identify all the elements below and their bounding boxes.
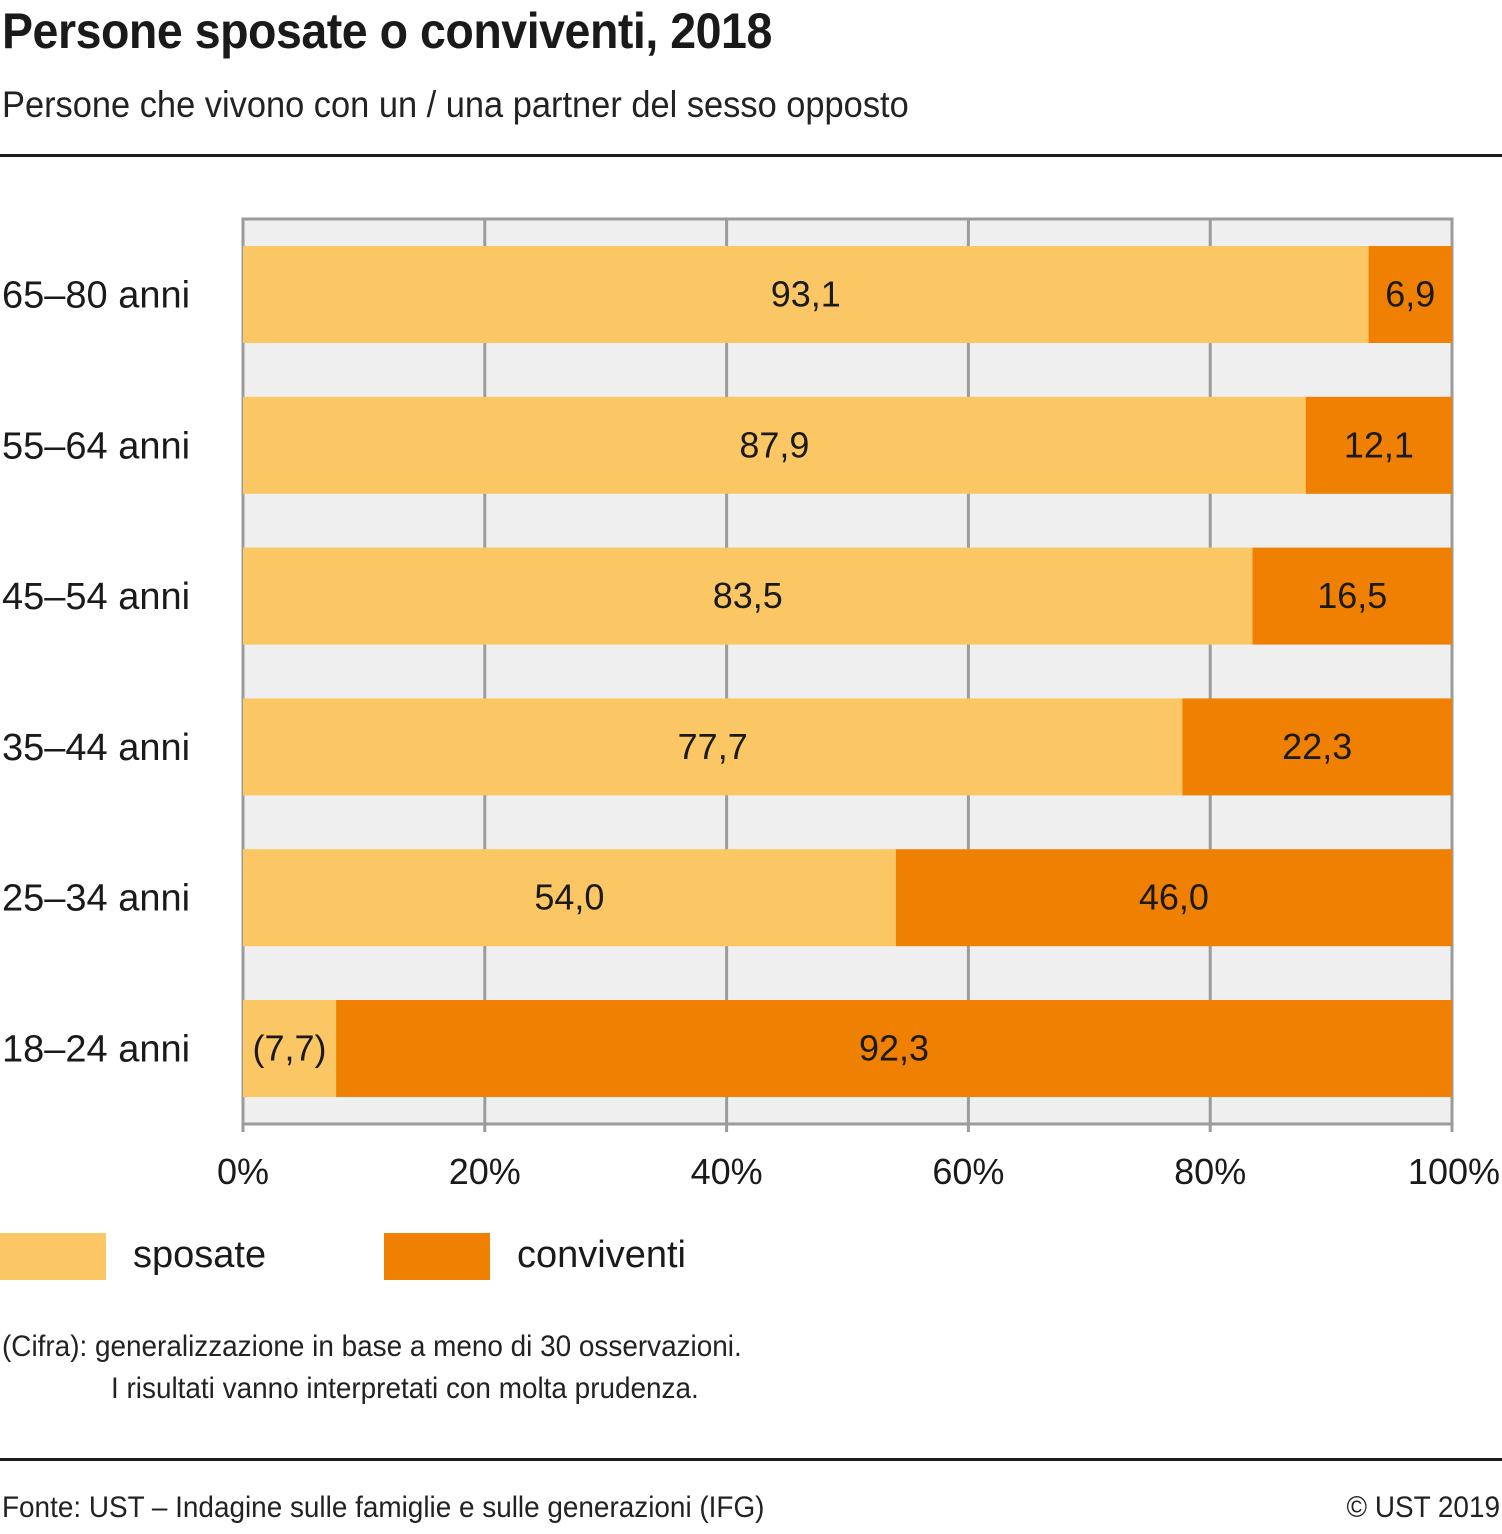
bar-sposate-5: [243, 849, 896, 947]
plot-background: [243, 219, 1452, 1124]
data-label-conviventi-1: 6,9: [1385, 274, 1435, 315]
data-label-conviventi-3: 16,5: [1317, 575, 1387, 616]
chart-title: Persone sposate o conviventi, 2018: [2, 3, 772, 59]
bar-conviventi-6: [336, 1000, 1452, 1097]
stacked-bar-chart: 93,1 6,9 65–80 anni 87,9 12,1 55–64 anni 83,5 1…: [2, 217, 1500, 1192]
x-tick-label-100: 100%: [1408, 1151, 1500, 1192]
x-tick-label-40: 40%: [691, 1151, 763, 1192]
category-label-1: 65–80 anni: [2, 275, 190, 317]
legend-label-conviventi: conviventi: [517, 1234, 686, 1276]
x-tick-label-0: 0%: [217, 1151, 269, 1192]
bar-sposate-1: [243, 246, 1369, 343]
category-label-5: 25–34 anni: [2, 878, 190, 920]
category-label-3: 45–54 anni: [2, 576, 190, 618]
data-label-sposate-3: 83,5: [713, 575, 783, 616]
data-label-conviventi-6: 92,3: [859, 1028, 929, 1069]
chart-subtitle: Persone che vivono con un / una partner …: [2, 84, 909, 125]
footnote-line-1: (Cifra): generalizzazione in base a meno…: [2, 1330, 742, 1363]
legend-label-sposate: sposate: [133, 1234, 267, 1276]
bar-conviventi-3: [1252, 547, 1452, 645]
bar-conviventi-4: [1182, 698, 1452, 796]
category-label-6: 18–24 anni: [2, 1029, 190, 1071]
data-label-conviventi-5: 46,0: [1139, 877, 1209, 918]
data-label-sposate-4: 77,7: [678, 726, 748, 767]
data-label-sposate-1: 93,1: [771, 274, 841, 315]
category-label-2: 55–64 anni: [2, 425, 190, 467]
header-divider: [0, 154, 1502, 157]
x-tick-label-60: 60%: [932, 1151, 1004, 1192]
bar-conviventi-1: [1368, 246, 1452, 343]
footnote-line-2: I risultati vanno interpretati con molta…: [111, 1372, 699, 1405]
legend-swatch-sposate: [0, 1233, 106, 1280]
legend-swatch-conviventi: [384, 1233, 490, 1280]
bar-sposate-3: [243, 547, 1253, 645]
bar-sposate-4: [243, 698, 1183, 796]
source-text: Fonte: UST – Indagine sulle famiglie e s…: [2, 1491, 765, 1524]
data-label-conviventi-2: 12,1: [1344, 424, 1414, 465]
bar-conviventi-2: [1305, 396, 1452, 494]
bar-sposate-2: [243, 396, 1306, 494]
x-tick-label-80: 80%: [1174, 1151, 1246, 1192]
copyright-text: © UST 2019: [1346, 1491, 1500, 1524]
category-label-4: 35–44 anni: [2, 727, 190, 769]
bar-sposate-6: [243, 1000, 337, 1097]
data-label-sposate-6: (7,7): [253, 1028, 327, 1069]
x-tick-label-20: 20%: [449, 1151, 521, 1192]
bar-conviventi-5: [895, 849, 1452, 947]
data-label-sposate-2: 87,9: [739, 424, 809, 465]
footer-divider: [0, 1458, 1502, 1461]
data-label-conviventi-4: 22,3: [1282, 726, 1352, 767]
data-label-sposate-5: 54,0: [534, 877, 604, 918]
